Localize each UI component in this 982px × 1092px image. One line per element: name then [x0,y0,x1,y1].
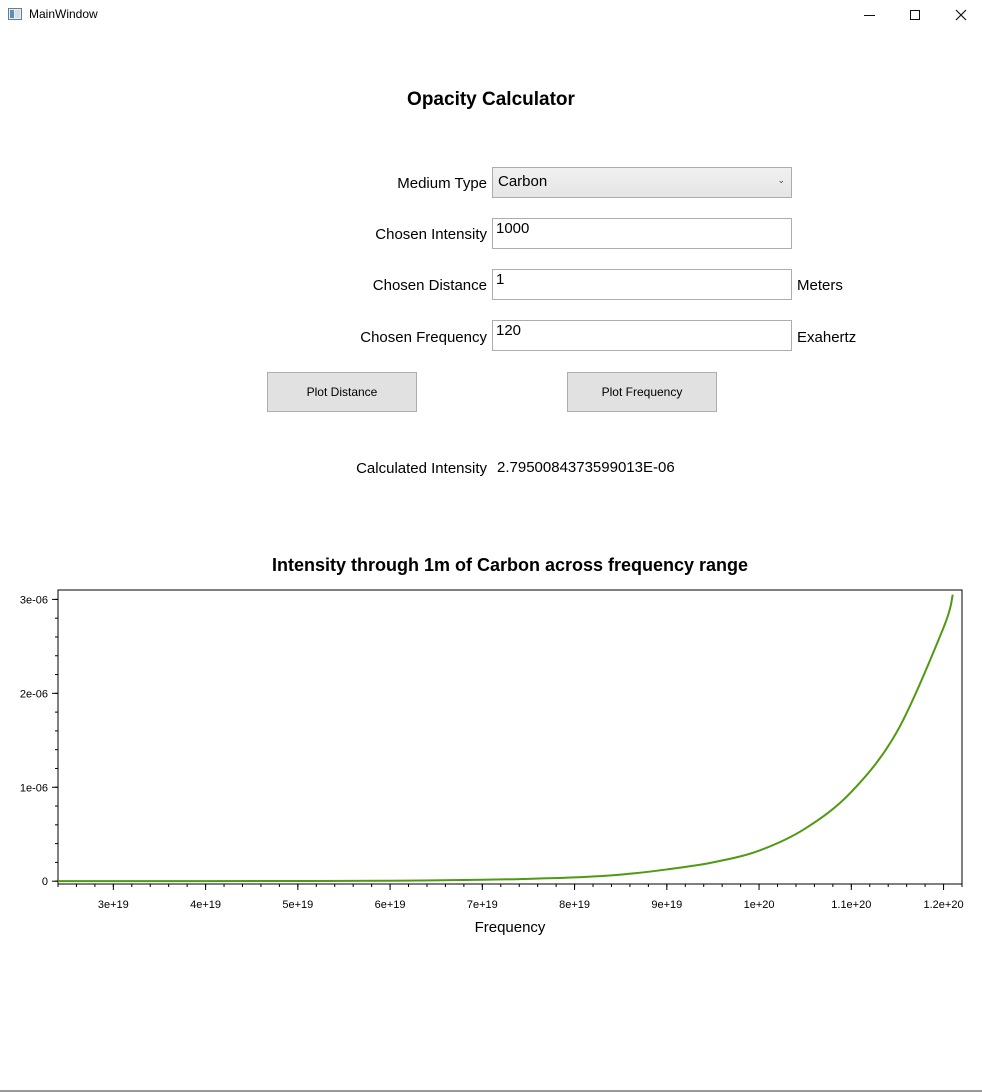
y-tick-label: 3e-06 [20,594,48,606]
x-tick-label: 9e+19 [651,899,682,911]
x-axis-label: Frequency [475,919,546,936]
x-tick-label: 4e+19 [190,899,221,911]
x-tick-label: 7e+19 [467,899,498,911]
intensity-frequency-chart: 3e+19 4e+19 5e+19 6e+19 7e+19 8e+19 9e+19 1e+20… [20,589,964,936]
app-title: Opacity Calculator [407,89,575,110]
medium-type-label: Medium Type [397,175,487,192]
chosen-intensity-input[interactable] [493,219,791,248]
app-window-icon [8,8,22,20]
window-bottom-border [0,1090,982,1092]
y-tick-label: 2e-06 [20,688,48,700]
plot-frame [57,589,963,885]
medium-type-select[interactable]: Carbon ⌄ [492,167,792,198]
calculated-intensity-value: 2.7950084373599013E-06 [497,459,675,476]
chosen-frequency-input[interactable] [493,321,791,350]
minimize-icon [863,14,875,16]
maximize-button[interactable] [892,0,938,30]
maximize-icon [910,10,920,20]
x-tick-label: 5e+19 [282,899,313,911]
chosen-distance-label: Chosen Distance [372,277,487,294]
window-title: MainWindow [29,7,98,21]
close-icon [955,9,967,21]
calculated-intensity-label: Calculated Intensity [356,460,487,477]
chevron-down-icon: ⌄ [777,175,785,185]
chosen-distance-input[interactable] [493,270,791,299]
plot-distance-button[interactable]: Plot Distance [267,372,417,412]
chosen-frequency-label: Chosen Frequency [360,329,487,346]
chosen-intensity-field[interactable] [492,218,792,249]
minimize-button[interactable] [846,0,892,30]
x-tick-label: 1e+20 [744,899,775,911]
window-titlebar: MainWindow [0,0,982,30]
x-tick-label: 1.2e+20 [924,899,964,911]
x-tick-label: 1.1e+20 [831,899,871,911]
frequency-unit-label: Exahertz [797,329,857,346]
medium-type-value: Carbon [498,173,548,190]
chosen-intensity-label: Chosen Intensity [375,226,487,243]
x-tick-label: 3e+19 [98,899,129,911]
chosen-frequency-field[interactable] [492,320,792,351]
close-button[interactable] [938,0,982,30]
chosen-distance-field[interactable] [492,269,792,300]
distance-unit-label: Meters [797,277,843,294]
x-tick-label: 8e+19 [559,899,590,911]
series-line [57,594,954,883]
y-tick-label: 1e-06 [20,782,48,794]
plot-frequency-button[interactable]: Plot Frequency [567,372,717,412]
y-tick-label: 0 [42,876,48,888]
chart-title: Intensity through 1m of Carbon across fr… [271,555,749,575]
x-tick-label: 6e+19 [375,899,406,911]
